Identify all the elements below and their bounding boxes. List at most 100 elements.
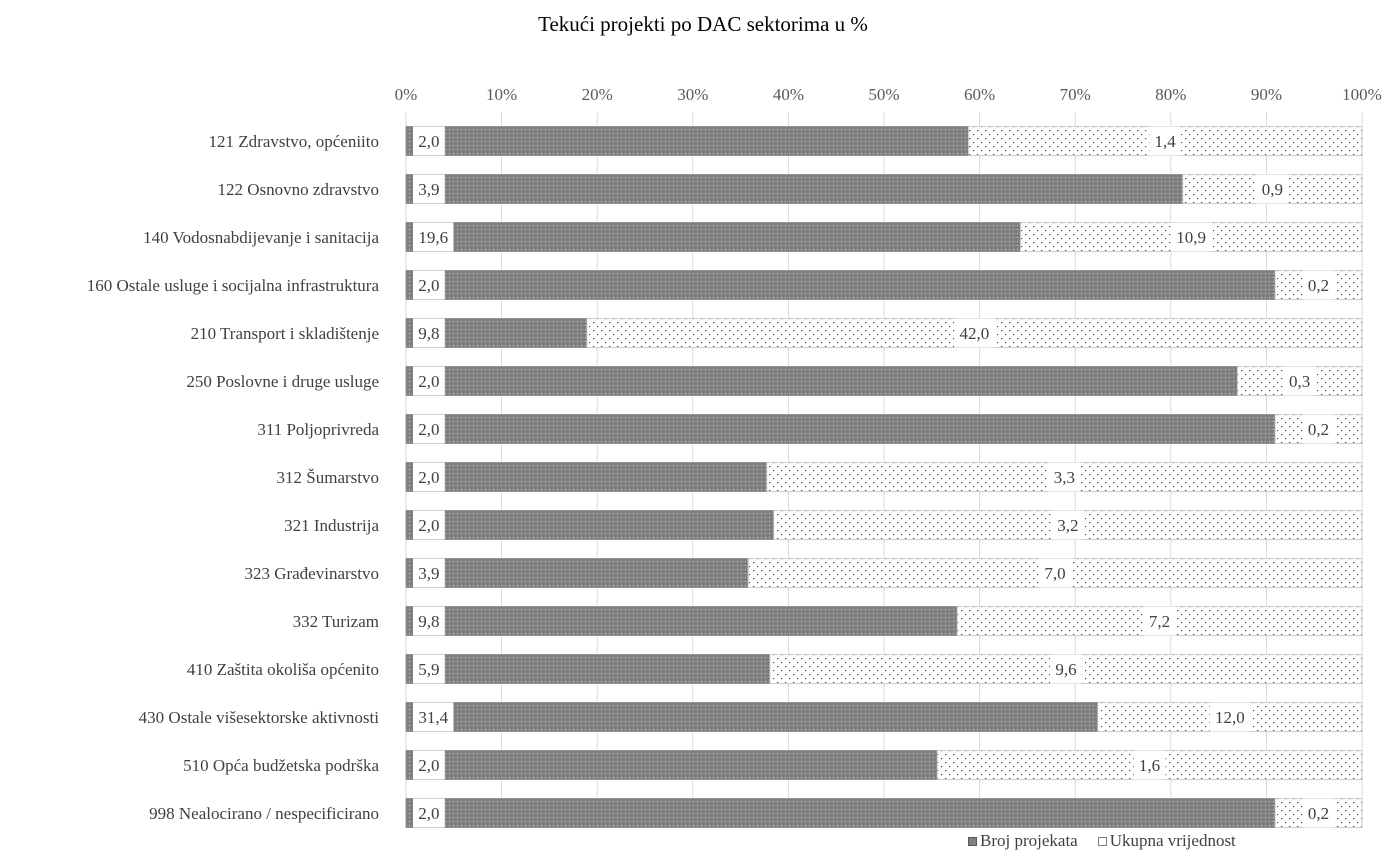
data-label-ukupna-vrijednost: 7,2 [1149, 612, 1170, 631]
chart-title: Tekući projekti po DAC sektorima u % [538, 12, 868, 36]
data-label-ukupna-vrijednost: 3,2 [1057, 516, 1078, 535]
x-tick-label: 100% [1342, 85, 1382, 104]
data-label-broj-projekata: 2,0 [418, 132, 439, 151]
data-label-bg [1283, 366, 1316, 396]
category-label: 332 Turizam [293, 612, 379, 631]
data-label-bg [1256, 174, 1289, 204]
data-label-bg [1149, 126, 1182, 156]
data-label-broj-projekata: 19,6 [418, 228, 448, 247]
data-label-bg [1302, 270, 1335, 300]
data-label-broj-projekata: 2,0 [418, 804, 439, 823]
x-tick-label: 40% [773, 85, 804, 104]
bar-segment-broj-projekata [405, 462, 768, 492]
legend-label-series-2: Ukupna vrijednost [1109, 831, 1236, 850]
data-label-bg [1133, 750, 1166, 780]
bar-segment-broj-projekata [405, 174, 1184, 204]
category-label: 250 Poslovne i druge usluge [186, 372, 379, 391]
data-label-bg [413, 798, 445, 828]
data-label-broj-projekata: 9,8 [418, 324, 439, 343]
data-label-bg [413, 702, 454, 732]
data-label-bg [413, 558, 445, 588]
x-tick-label: 20% [582, 85, 613, 104]
category-label: 410 Zaštita okoliša općenito [187, 660, 379, 679]
data-label-broj-projekata: 2,0 [418, 276, 439, 295]
x-tick-label: 50% [868, 85, 899, 104]
data-label-bg [413, 414, 445, 444]
data-label-ukupna-vrijednost: 42,0 [960, 324, 990, 343]
data-label-bg [1050, 654, 1082, 684]
data-label-bg [1302, 798, 1335, 828]
data-label-bg [954, 318, 995, 348]
bar-segment-broj-projekata [405, 510, 775, 540]
data-label-broj-projekata: 9,8 [418, 612, 439, 631]
data-label-ukupna-vrijednost: 0,2 [1308, 420, 1329, 439]
legend-label-series-1: Broj projekata [980, 831, 1078, 850]
data-label-bg [413, 366, 445, 396]
data-label-ukupna-vrijednost: 0,2 [1308, 276, 1329, 295]
category-label: 121 Zdravstvo, općeniito [209, 132, 379, 151]
category-label: 510 Opća budžetska podrška [183, 756, 379, 775]
legend-swatch-series-2 [1097, 836, 1107, 846]
x-tick-label: 70% [1060, 85, 1091, 104]
data-label-ukupna-vrijednost: 7,0 [1044, 564, 1065, 583]
data-label-broj-projekata: 3,9 [418, 180, 439, 199]
data-label-bg [1302, 414, 1335, 444]
x-axis-ticks: 0% 10% 20% 30% 40% 50% 60% 70% 80% 90% 100% [395, 85, 1382, 104]
bar-segment-broj-projekata [405, 702, 1099, 732]
x-tick-label: 0% [395, 85, 418, 104]
legend-swatch-series-1 [968, 836, 977, 846]
data-label-broj-projekata: 2,0 [418, 468, 439, 487]
data-labels: 2,0 1,4 3,9 0,9 19,6 10,9 2,0 0,2 9,8 42,0 2,0 0,3 2… [413, 126, 1335, 828]
data-label-broj-projekata: 3,9 [418, 564, 439, 583]
category-label: 311 Poljoprivreda [257, 420, 379, 439]
bar-segment-broj-projekata [405, 606, 958, 636]
data-label-bg [413, 126, 445, 156]
data-label-bg [413, 222, 454, 252]
category-label: 210 Transport i skladištenje [191, 324, 379, 343]
x-tick-label: 10% [486, 85, 517, 104]
category-label: 998 Nealocirano / nespecificirano [149, 804, 379, 823]
data-label-bg [1039, 558, 1071, 588]
x-tick-label: 80% [1155, 85, 1186, 104]
data-label-ukupna-vrijednost: 0,3 [1289, 372, 1310, 391]
bars [405, 126, 1363, 828]
category-label: 122 Osnovno zdravstvo [218, 180, 379, 199]
bar-segment-broj-projekata [405, 414, 1276, 444]
legend: Broj projekata Ukupna vrijednost [968, 831, 1236, 851]
data-label-bg [1048, 462, 1081, 492]
data-label-broj-projekata: 2,0 [418, 372, 439, 391]
data-label-bg [413, 750, 445, 780]
data-label-bg [413, 270, 445, 300]
data-label-broj-projekata: 2,0 [418, 516, 439, 535]
data-label-ukupna-vrijednost: 1,4 [1155, 132, 1177, 151]
legend-item-series-2: Ukupna vrijednost [1097, 831, 1236, 851]
category-label: 430 Ostale višesektorske aktivnosti [139, 708, 380, 727]
category-label: 312 Šumarstvo [277, 468, 379, 487]
bar-segment-broj-projekata [405, 798, 1276, 828]
data-label-ukupna-vrijednost: 10,9 [1176, 228, 1206, 247]
data-label-broj-projekata: 31,4 [418, 708, 448, 727]
x-tick-label: 30% [677, 85, 708, 104]
x-tick-label: 60% [964, 85, 995, 104]
data-label-broj-projekata: 2,0 [418, 420, 439, 439]
data-label-bg [413, 654, 445, 684]
data-label-ukupna-vrijednost: 1,6 [1139, 756, 1160, 775]
legend-item-series-1: Broj projekata [968, 831, 1078, 851]
bar-segment-broj-projekata [405, 222, 1021, 252]
category-label: 323 Građevinarstvo [244, 564, 379, 583]
data-label-bg [413, 174, 445, 204]
data-label-broj-projekata: 2,0 [418, 756, 439, 775]
category-label: 321 Industrija [284, 516, 379, 535]
data-label-bg [413, 606, 445, 636]
data-label-bg [1051, 510, 1084, 540]
bar-segment-broj-projekata [405, 126, 969, 156]
data-label-bg [413, 510, 445, 540]
category-labels: 121 Zdravstvo, općeniito 122 Osnovno zdra… [87, 132, 380, 823]
bar-segment-broj-projekata [405, 750, 938, 780]
bar-segment-broj-projekata [405, 558, 749, 588]
data-label-ukupna-vrijednost: 9,6 [1055, 660, 1076, 679]
data-label-ukupna-vrijednost: 0,9 [1262, 180, 1283, 199]
bar-segment-broj-projekata [405, 654, 771, 684]
x-tick-label: 90% [1251, 85, 1282, 104]
data-label-ukupna-vrijednost: 0,2 [1308, 804, 1329, 823]
